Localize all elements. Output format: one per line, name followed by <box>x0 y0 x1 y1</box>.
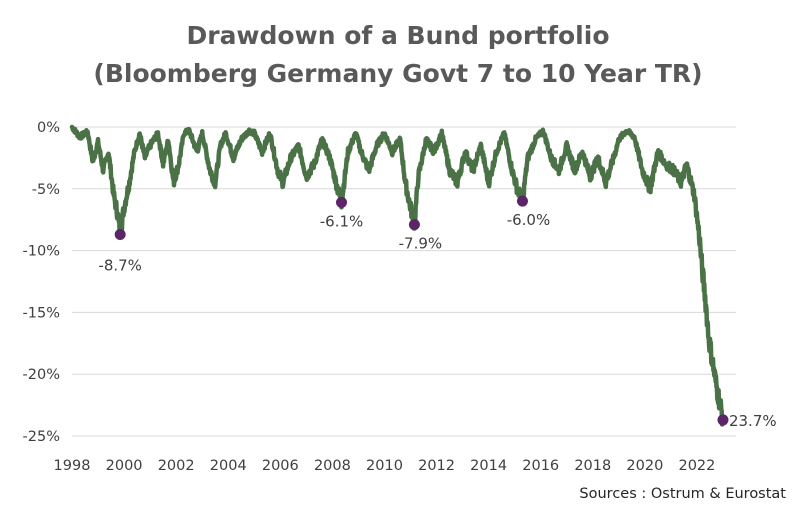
x-tick-label: 2022 <box>678 458 715 474</box>
grid-layer <box>72 126 736 437</box>
x-tick-label: 2016 <box>522 458 559 474</box>
y-tick-label: 0% <box>37 120 60 136</box>
y-tick-label: -20% <box>23 367 60 383</box>
x-tick-label: 2018 <box>574 458 611 474</box>
x-tick-label: 2020 <box>626 458 663 474</box>
series-layer <box>69 124 726 427</box>
x-tick-label: 2004 <box>210 458 247 474</box>
annotation-label: -8.7% <box>98 257 142 275</box>
x-tick-label: 2008 <box>314 458 351 474</box>
chart-subtitle: (Bloomberg Germany Govt 7 to 10 Year TR) <box>93 59 702 88</box>
annotation-marker <box>408 219 420 231</box>
x-tick-layer: 1998 2000 2002 2004 2006 2008 2010 2012 2014 2016… <box>54 458 716 474</box>
annotation-label: -6.1% <box>320 212 364 230</box>
x-tick-label: 2006 <box>262 458 299 474</box>
annotation-label: -7.9% <box>399 235 443 253</box>
annotation-label: 23.7% <box>729 412 777 430</box>
annotation-marker <box>717 414 729 426</box>
annotation-layer: -8.7% -6.1% -7.9% -6.0% 23.7% <box>98 195 777 430</box>
x-tick-label: 2002 <box>158 458 195 474</box>
chart-title: Drawdown of a Bund portfolio <box>186 21 609 50</box>
annotation-marker <box>516 195 528 207</box>
x-tick-label: 1998 <box>54 458 91 474</box>
x-tick-label: 2014 <box>470 458 507 474</box>
annotation-marker <box>336 196 348 208</box>
y-tick-label: -15% <box>23 305 60 321</box>
y-tick-label: -10% <box>23 244 60 260</box>
annotation-marker <box>114 229 126 241</box>
series-line-0 <box>69 124 726 427</box>
x-tick-label: 2010 <box>366 458 403 474</box>
annotation-label: -6.0% <box>507 211 551 229</box>
y-tick-layer: 0% -5% -10% -15% -20% -25% <box>23 120 60 445</box>
y-tick-label: -25% <box>23 429 60 445</box>
x-tick-label: 2012 <box>418 458 455 474</box>
y-tick-label: -5% <box>32 182 60 198</box>
x-tick-label: 2000 <box>106 458 143 474</box>
source-note: Sources : Ostrum & Eurostat <box>579 486 786 502</box>
